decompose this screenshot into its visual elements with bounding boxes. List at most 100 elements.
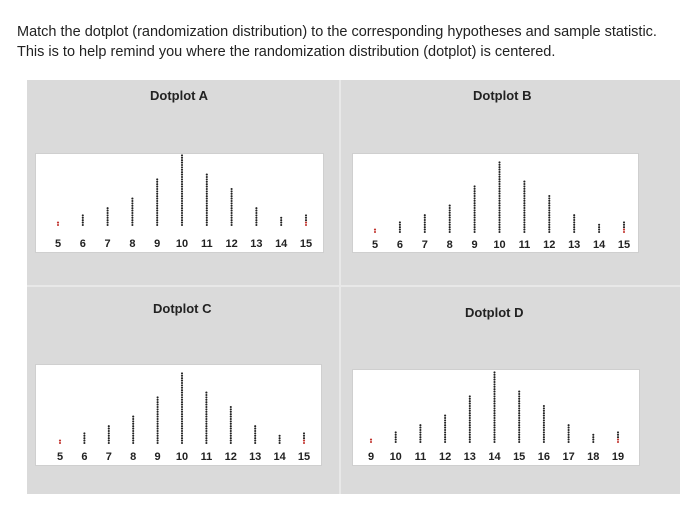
dotplot-b-dot-11-4 bbox=[523, 221, 526, 224]
dotplot-b-dot-9-13 bbox=[473, 199, 476, 202]
dotplot-a[interactable]: 5 6 7 8 9 10 11 12 13 14 15 bbox=[35, 153, 324, 253]
dotplot-c-dot-8-2 bbox=[132, 437, 135, 440]
dotplot-c-dot-9-1 bbox=[156, 439, 159, 442]
dotplot-c-dot-9-3 bbox=[156, 434, 159, 437]
dotplot-d-dot-14-7 bbox=[493, 424, 496, 427]
dotplot-b-dot-9-19 bbox=[473, 185, 476, 188]
dotplot-c-dot-11-6 bbox=[205, 427, 208, 430]
dotplot-d-dot-15-5 bbox=[518, 428, 521, 432]
dotplot-d-dot-17-4 bbox=[567, 431, 570, 434]
dotplot-a-dot-10-19 bbox=[180, 178, 184, 181]
dotplot-d-dot-12-8 bbox=[444, 421, 447, 424]
dotplot-a-tick-label: 9 bbox=[154, 238, 160, 250]
dotplot-b-dot-15-1 bbox=[622, 228, 626, 231]
dotplot-b-dot-8-3 bbox=[448, 223, 451, 226]
dotplot-b-dot-10-27 bbox=[498, 166, 501, 169]
dotplot-d-dot-12-1 bbox=[444, 438, 447, 441]
dotplot-d-dot-15-19 bbox=[518, 395, 521, 398]
dotplot-a-dot-8-11 bbox=[131, 197, 134, 200]
dotplot-b-dot-13-0 bbox=[573, 230, 576, 234]
dotplot-c-tick-label: 11 bbox=[201, 451, 213, 463]
dotplot-a-dot-15-0 bbox=[304, 223, 308, 227]
dotplot-a-dot-12-10 bbox=[230, 199, 233, 203]
dotplot-d-tick-label: 17 bbox=[562, 451, 574, 463]
dotplot-c-dot-12-10 bbox=[229, 417, 232, 421]
dotplot-a-dot-14-0 bbox=[280, 223, 283, 227]
dotplot-b-dot-12-9 bbox=[548, 209, 551, 212]
dotplot-c-dot-10-17 bbox=[180, 401, 184, 404]
dotplot-a-dot-12-9 bbox=[230, 202, 233, 205]
dotplot-b-dot-12-4 bbox=[548, 221, 551, 224]
dotplot-d-dot-15-16 bbox=[518, 402, 521, 405]
dotplot-a-dot-11-17 bbox=[205, 183, 208, 186]
dotplot-a-dot-12-1 bbox=[230, 221, 233, 224]
dotplot-d-dot-14-2 bbox=[493, 436, 496, 439]
dotplot-a-dot-10-11 bbox=[180, 197, 184, 200]
dotplot-c-dot-13-5 bbox=[254, 429, 257, 433]
dotplot-a-dot-12-13 bbox=[230, 192, 233, 195]
dotplot-b-dot-12-5 bbox=[548, 218, 551, 222]
dotplot-a-dot-11-3 bbox=[205, 216, 208, 219]
dotplot-b-dot-11-14 bbox=[523, 197, 526, 200]
dotplot-b-dot-10-26 bbox=[498, 168, 501, 171]
dotplot-b-tick-label: 10 bbox=[493, 239, 505, 251]
dotplot-a-dot-7-5 bbox=[106, 211, 109, 215]
dotplot-c-dot-6-2 bbox=[83, 437, 86, 440]
dotplot-a-dot-7-0 bbox=[106, 223, 109, 227]
dotplot-a-dot-9-2 bbox=[156, 219, 159, 222]
dotplot-b-dot-13-1 bbox=[573, 228, 576, 231]
dotplot-a-dot-10-16 bbox=[180, 185, 184, 188]
dotplot-d[interactable]: 9 10 11 12 13 14 15 16 17 18 19 bbox=[352, 369, 640, 466]
dotplot-d-dot-14-21 bbox=[493, 390, 496, 393]
dotplot-b-dot-9-17 bbox=[473, 190, 476, 193]
dotplot-b-dot-12-3 bbox=[548, 223, 551, 226]
dotplot-c-tick-label: 7 bbox=[106, 451, 112, 463]
dotplot-d-dot-15-20 bbox=[518, 392, 521, 396]
dotplot-a-dot-10-5 bbox=[180, 211, 184, 215]
dotplot-a-dot-10-23 bbox=[180, 168, 184, 171]
dotplot-b-dot-11-17 bbox=[523, 190, 526, 193]
dotplot-d-dot-15-7 bbox=[518, 424, 521, 427]
dotplot-d-tick-label: 11 bbox=[415, 451, 427, 463]
dotplot-a-dot-8-2 bbox=[131, 219, 134, 222]
dotplot-b-dot-10-9 bbox=[498, 209, 501, 212]
dotplot-b-dot-5-1 bbox=[373, 228, 377, 231]
dotplot-a-dot-11-16 bbox=[205, 185, 208, 188]
dotplot-d-dot-18-0 bbox=[592, 440, 595, 444]
dotplot-d-dot-14-23 bbox=[493, 385, 496, 388]
dotplot-b-dot-11-16 bbox=[523, 192, 526, 195]
dotplot-c-dot-12-9 bbox=[229, 420, 232, 423]
dotplot-b-dot-11-7 bbox=[523, 214, 526, 217]
dotplot-b-dot-11-18 bbox=[523, 187, 526, 190]
dotplot-d-dot-17-3 bbox=[567, 433, 570, 436]
dotplot-a-dot-11-18 bbox=[205, 180, 208, 183]
dotplot-b[interactable]: 5 6 7 8 9 10 11 12 13 14 15 bbox=[352, 153, 639, 253]
dotplot-c-dot-10-21 bbox=[180, 391, 184, 394]
dotplot-d-dot-17-7 bbox=[567, 424, 570, 427]
dotplot-d-dot-14-12 bbox=[493, 412, 496, 415]
dotplot-d-dot-14-22 bbox=[493, 388, 496, 391]
dotplot-a-dot-9-17 bbox=[156, 183, 159, 186]
dotplot-c-dot-11-19 bbox=[205, 396, 208, 399]
dotplot-b-dot-9-9 bbox=[473, 209, 476, 212]
dotplot-c[interactable]: 5 6 7 8 9 10 11 12 13 14 15 bbox=[35, 364, 322, 466]
dotplot-b-dot-6-0 bbox=[398, 230, 401, 234]
dotplot-d-tick-label: 18 bbox=[587, 451, 599, 463]
dotplot-d-dot-15-18 bbox=[518, 397, 521, 400]
dotplot-b-dot-10-28 bbox=[498, 163, 501, 166]
dotplot-a-dot-5-0 bbox=[56, 223, 60, 227]
dotplot-a-dot-10-21 bbox=[180, 173, 184, 176]
dotplot-b-dot-8-5 bbox=[448, 218, 451, 222]
dotplot-a-dot-12-12 bbox=[230, 195, 233, 198]
dotplot-a-dot-9-18 bbox=[156, 180, 159, 183]
dotplot-a-dot-10-22 bbox=[180, 171, 184, 174]
dotplot-c-dot-7-3 bbox=[107, 434, 110, 437]
dotplot-b-dot-7-5 bbox=[423, 218, 426, 222]
dotplot-b-dot-10-5 bbox=[498, 218, 501, 222]
dotplot-c-dot-10-23 bbox=[180, 386, 184, 389]
dotplot-d-dot-14-15 bbox=[493, 404, 496, 408]
dotplot-a-tick-label: 5 bbox=[55, 238, 61, 250]
dotplot-c-dot-10-9 bbox=[180, 420, 184, 423]
dotplot-a-dot-12-7 bbox=[230, 207, 233, 210]
dotplot-c-dot-12-8 bbox=[229, 422, 232, 425]
